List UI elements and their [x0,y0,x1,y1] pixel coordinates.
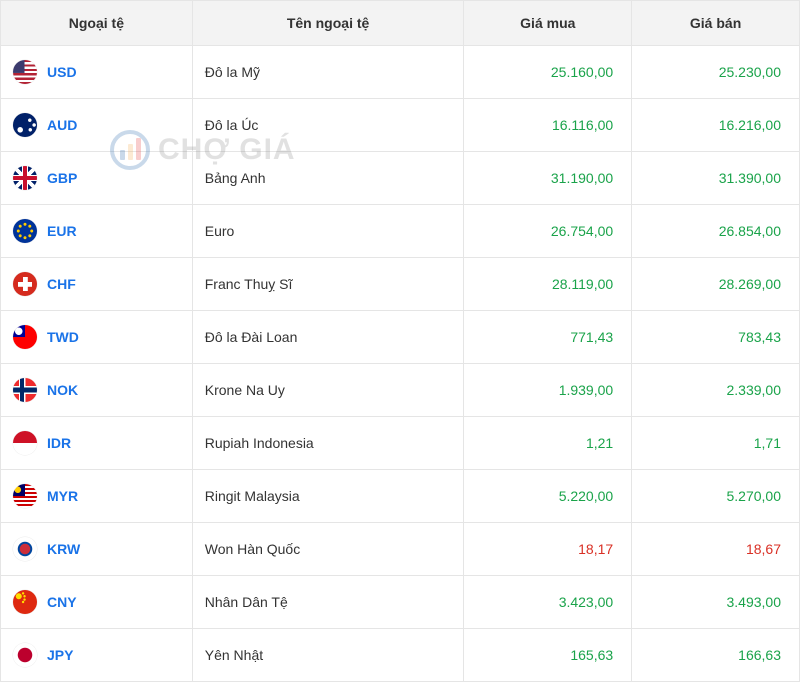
table-row: KRW Won Hàn Quốc18,1718,67 [1,523,800,576]
buy-price: 28.119,00 [464,258,632,311]
buy-price: 771,43 [464,311,632,364]
currency-code-link[interactable]: CNY [47,594,77,610]
currency-cell: AUD [1,99,193,152]
buy-price: 165,63 [464,629,632,682]
currency-name: Nhân Dân Tệ [192,576,464,629]
currency-name: Yên Nhật [192,629,464,682]
buy-price: 5.220,00 [464,470,632,523]
currency-name: Đô la Mỹ [192,46,464,99]
flag-icon [13,484,37,508]
currency-name: Franc Thuỵ Sĩ [192,258,464,311]
currency-code-link[interactable]: JPY [47,647,73,663]
currency-code-link[interactable]: EUR [47,223,77,239]
buy-price: 16.116,00 [464,99,632,152]
currency-name: Krone Na Uy [192,364,464,417]
currency-code-link[interactable]: IDR [47,435,71,451]
table-row: EUR Euro26.754,0026.854,00 [1,205,800,258]
currency-code-link[interactable]: KRW [47,541,80,557]
currency-code-link[interactable]: MYR [47,488,78,504]
buy-price: 3.423,00 [464,576,632,629]
flag-icon [13,219,37,243]
flag-icon [13,325,37,349]
table-row: AUD Đô la Úc16.116,0016.216,00 [1,99,800,152]
currency-cell: GBP [1,152,193,205]
table-row: USD Đô la Mỹ25.160,0025.230,00 [1,46,800,99]
table-row: JPY Yên Nhật165,63166,63 [1,629,800,682]
sell-price: 18,67 [632,523,800,576]
currency-code-link[interactable]: TWD [47,329,79,345]
sell-price: 783,43 [632,311,800,364]
buy-price: 25.160,00 [464,46,632,99]
buy-price: 31.190,00 [464,152,632,205]
currency-name: Won Hàn Quốc [192,523,464,576]
sell-price: 16.216,00 [632,99,800,152]
flag-icon [13,113,37,137]
currency-cell: TWD [1,311,193,364]
buy-price: 18,17 [464,523,632,576]
col-buy: Giá mua [464,1,632,46]
flag-icon [13,60,37,84]
buy-price: 26.754,00 [464,205,632,258]
currency-code-link[interactable]: USD [47,64,77,80]
currency-name: Đô la Đài Loan [192,311,464,364]
currency-code-link[interactable]: CHF [47,276,76,292]
flag-icon [13,378,37,402]
currency-code-link[interactable]: AUD [47,117,77,133]
currency-name: Bảng Anh [192,152,464,205]
currency-cell: USD [1,46,193,99]
buy-price: 1.939,00 [464,364,632,417]
table-row: CHF Franc Thuỵ Sĩ28.119,0028.269,00 [1,258,800,311]
currency-code-link[interactable]: GBP [47,170,77,186]
table-row: TWD Đô la Đài Loan771,43783,43 [1,311,800,364]
sell-price: 25.230,00 [632,46,800,99]
currency-cell: MYR [1,470,193,523]
sell-price: 28.269,00 [632,258,800,311]
currency-name: Đô la Úc [192,99,464,152]
table-row: NOK Krone Na Uy1.939,002.339,00 [1,364,800,417]
currency-cell: CNY [1,576,193,629]
currency-cell: NOK [1,364,193,417]
table-header-row: Ngoại tệ Tên ngoại tệ Giá mua Giá bán [1,1,800,46]
exchange-rate-table: Ngoại tệ Tên ngoại tệ Giá mua Giá bán US… [0,0,800,682]
flag-icon [13,537,37,561]
flag-icon [13,272,37,296]
currency-cell: EUR [1,205,193,258]
col-sell: Giá bán [632,1,800,46]
flag-icon [13,643,37,667]
table-row: GBP Bảng Anh31.190,0031.390,00 [1,152,800,205]
currency-cell: KRW [1,523,193,576]
table-row: CNY Nhân Dân Tệ3.423,003.493,00 [1,576,800,629]
flag-icon [13,590,37,614]
currency-name: Euro [192,205,464,258]
buy-price: 1,21 [464,417,632,470]
table-row: MYR Ringit Malaysia5.220,005.270,00 [1,470,800,523]
col-name: Tên ngoại tệ [192,1,464,46]
flag-icon [13,166,37,190]
sell-price: 2.339,00 [632,364,800,417]
sell-price: 166,63 [632,629,800,682]
table-row: IDR Rupiah Indonesia1,211,71 [1,417,800,470]
flag-icon [13,431,37,455]
currency-code-link[interactable]: NOK [47,382,78,398]
currency-name: Rupiah Indonesia [192,417,464,470]
currency-cell: CHF [1,258,193,311]
currency-cell: JPY [1,629,193,682]
sell-price: 5.270,00 [632,470,800,523]
currency-name: Ringit Malaysia [192,470,464,523]
col-currency: Ngoại tệ [1,1,193,46]
sell-price: 3.493,00 [632,576,800,629]
sell-price: 1,71 [632,417,800,470]
sell-price: 26.854,00 [632,205,800,258]
currency-cell: IDR [1,417,193,470]
sell-price: 31.390,00 [632,152,800,205]
